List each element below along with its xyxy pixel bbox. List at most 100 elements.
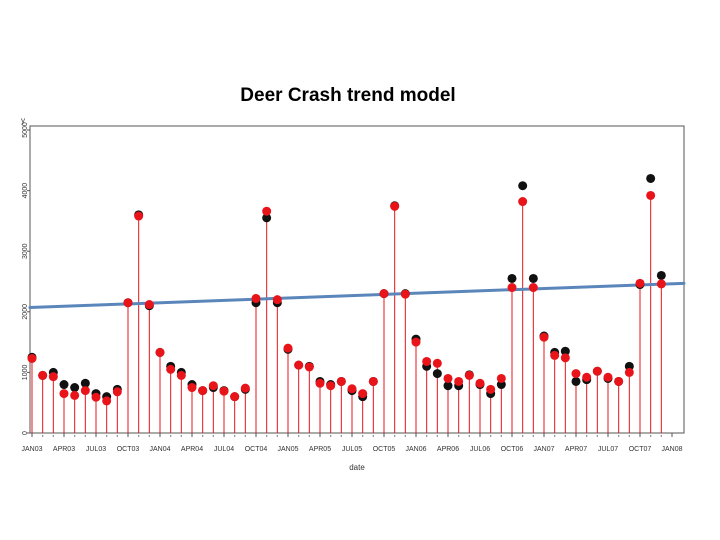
x-minor-tick (244, 435, 247, 437)
predicted-point (304, 362, 314, 372)
predicted-point (539, 332, 549, 342)
predicted-point (560, 353, 570, 363)
x-tick-label: JAN06 (405, 446, 426, 453)
x-minor-tick (201, 435, 204, 437)
x-tick-label: OCT06 (501, 446, 524, 453)
predicted-point (528, 283, 538, 293)
predicted-point (251, 293, 261, 303)
chart-title: Deer Crash trend model (240, 85, 455, 106)
predicted-point (635, 278, 645, 288)
observed-point (656, 270, 666, 280)
predicted-point (614, 376, 624, 386)
predicted-point (38, 370, 48, 380)
y-tick-label: 1000 (22, 365, 29, 381)
needle-lines (31, 195, 662, 433)
predicted-point (134, 211, 144, 221)
x-minor-tick (52, 435, 55, 437)
predicted-point (358, 389, 368, 399)
x-minor-tick (73, 435, 76, 437)
x-minor-tick (233, 435, 236, 437)
x-tick-label: APR04 (181, 446, 203, 453)
y-tick-label: 3000 (22, 243, 29, 259)
x-tick-label: JAN08 (661, 446, 682, 453)
observed-point (507, 273, 517, 283)
x-minor-tick (468, 435, 471, 437)
x-minor-tick (436, 435, 439, 437)
predicted-point (176, 370, 186, 380)
x-tick-label: APR05 (309, 446, 331, 453)
observed-point (70, 383, 80, 393)
predicted-point (336, 376, 346, 386)
predicted-point (48, 372, 58, 382)
predicted-point (582, 372, 592, 382)
predicted-point (59, 389, 69, 399)
observed-point (646, 173, 656, 183)
predicted-point (486, 384, 496, 394)
x-tick-label: JAN07 (533, 446, 554, 453)
predicted-point (326, 381, 336, 391)
x-minor-tick (265, 435, 268, 437)
x-tick-label: APR07 (565, 446, 587, 453)
predicted-point (91, 392, 101, 402)
predicted-point (144, 300, 154, 310)
observed-point (571, 376, 581, 386)
predicted-point (123, 298, 133, 308)
x-tick-label: JAN05 (277, 446, 298, 453)
predicted-point (315, 378, 325, 388)
x-minor-tick (596, 435, 599, 437)
predicted-point (230, 392, 240, 402)
predicted-point (70, 390, 80, 400)
predicted-point (379, 289, 389, 299)
x-minor-tick (137, 435, 140, 437)
predicted-point (166, 364, 176, 374)
x-minor-tick (425, 435, 428, 437)
y-tick-label: 4000 (22, 183, 29, 199)
observed-point (560, 346, 570, 356)
x-minor-tick (329, 435, 332, 437)
x-minor-tick (404, 435, 407, 437)
x-minor-tick (41, 435, 44, 437)
x-tick-label: JUL03 (86, 446, 106, 453)
predicted-point (102, 396, 112, 406)
x-minor-tick (500, 435, 503, 437)
predicted-point (27, 353, 37, 363)
predicted-point (208, 381, 218, 391)
x-minor-tick (489, 435, 492, 437)
predicted-point (155, 347, 165, 357)
predicted-point (400, 289, 410, 299)
x-minor-tick (180, 435, 183, 437)
predicted-point (603, 372, 613, 382)
x-minor-tick (564, 435, 567, 437)
x-minor-tick (457, 435, 460, 437)
x-minor-tick (617, 435, 620, 437)
x-tick-label: APR03 (53, 446, 75, 453)
x-minor-tick (148, 435, 151, 437)
predicted-point (347, 384, 357, 394)
x-tick-label: JAN04 (149, 446, 170, 453)
predicted-point (496, 373, 506, 383)
x-axis-label: date (349, 463, 365, 472)
x-tick-label: JAN03 (21, 446, 42, 453)
observed-point (443, 381, 453, 391)
predicted-point (475, 378, 485, 388)
x-minor-tick (340, 435, 343, 437)
predicted-point (464, 370, 474, 380)
x-minor-tick (308, 435, 311, 437)
predicted-point (80, 386, 90, 396)
y-tick-label: 0 (22, 431, 29, 435)
x-tick-label: JUL04 (214, 446, 234, 453)
x-tick-label: JUL06 (470, 446, 490, 453)
x-minor-tick (628, 435, 631, 437)
predicted-point (443, 373, 453, 383)
x-minor-tick (521, 435, 524, 437)
x-tick-label: OCT03 (117, 446, 140, 453)
predicted-point (198, 386, 208, 396)
predicted-point (550, 350, 560, 360)
predicted-point (411, 337, 421, 347)
x-tick-label: JUL07 (598, 446, 618, 453)
x-minor-tick (212, 435, 215, 437)
predicted-point (592, 366, 602, 376)
y-axis-label: y (21, 116, 25, 125)
x-minor-tick (372, 435, 375, 437)
